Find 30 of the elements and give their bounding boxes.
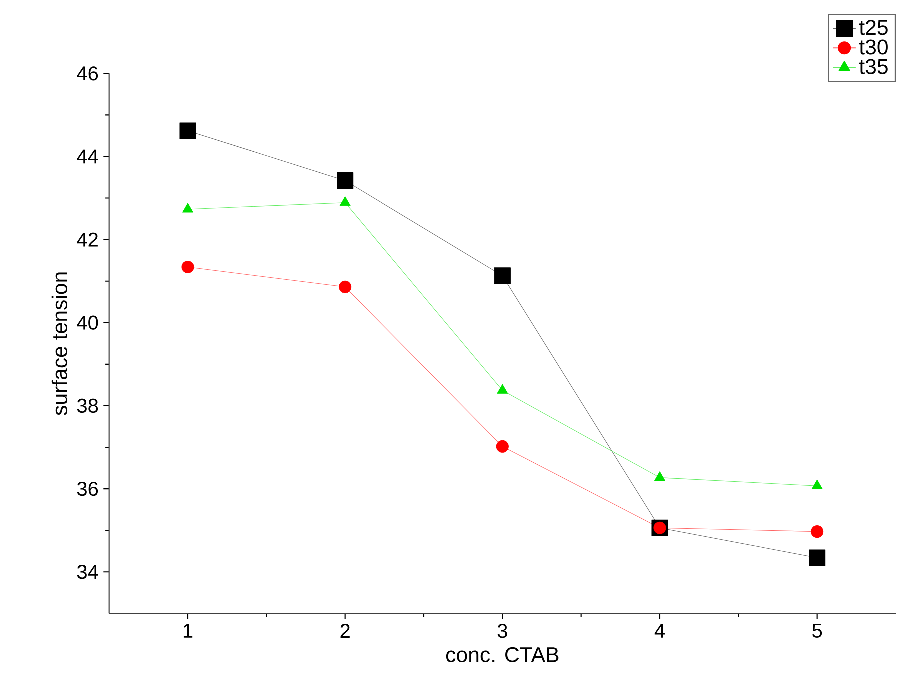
point bbox=[182, 203, 194, 213]
y-tick-label: 40 bbox=[77, 316, 98, 330]
y-tick-label: 34 bbox=[77, 565, 98, 580]
point bbox=[337, 172, 354, 190]
y-tick-label: 46 bbox=[77, 66, 98, 81]
point bbox=[496, 440, 509, 453]
point bbox=[497, 384, 508, 394]
y-tick-label: 42 bbox=[77, 232, 98, 247]
point bbox=[811, 526, 824, 538]
point bbox=[654, 472, 666, 482]
point bbox=[180, 122, 196, 140]
y-axis-title: surface tension bbox=[52, 272, 68, 416]
x-tick-label: 5 bbox=[812, 624, 822, 638]
legend-label: t25 bbox=[859, 20, 888, 36]
point bbox=[340, 196, 351, 206]
point bbox=[182, 260, 194, 274]
legend-label: t30 bbox=[859, 40, 888, 55]
legend-label: t35 bbox=[859, 59, 888, 74]
x-tick-label: 2 bbox=[340, 624, 350, 638]
y-tick-label: 38 bbox=[77, 398, 98, 414]
x-axis-title: conc. CTAB bbox=[446, 647, 559, 662]
x-tick-label: 1 bbox=[184, 624, 193, 638]
x-tick-label: 3 bbox=[498, 624, 508, 638]
x-tick-label: 4 bbox=[654, 624, 665, 638]
y-tick-label: 36 bbox=[77, 482, 98, 496]
point bbox=[809, 550, 826, 566]
point bbox=[494, 268, 511, 284]
point bbox=[812, 480, 823, 490]
y-tick-label: 44 bbox=[77, 150, 98, 164]
point bbox=[339, 280, 352, 294]
